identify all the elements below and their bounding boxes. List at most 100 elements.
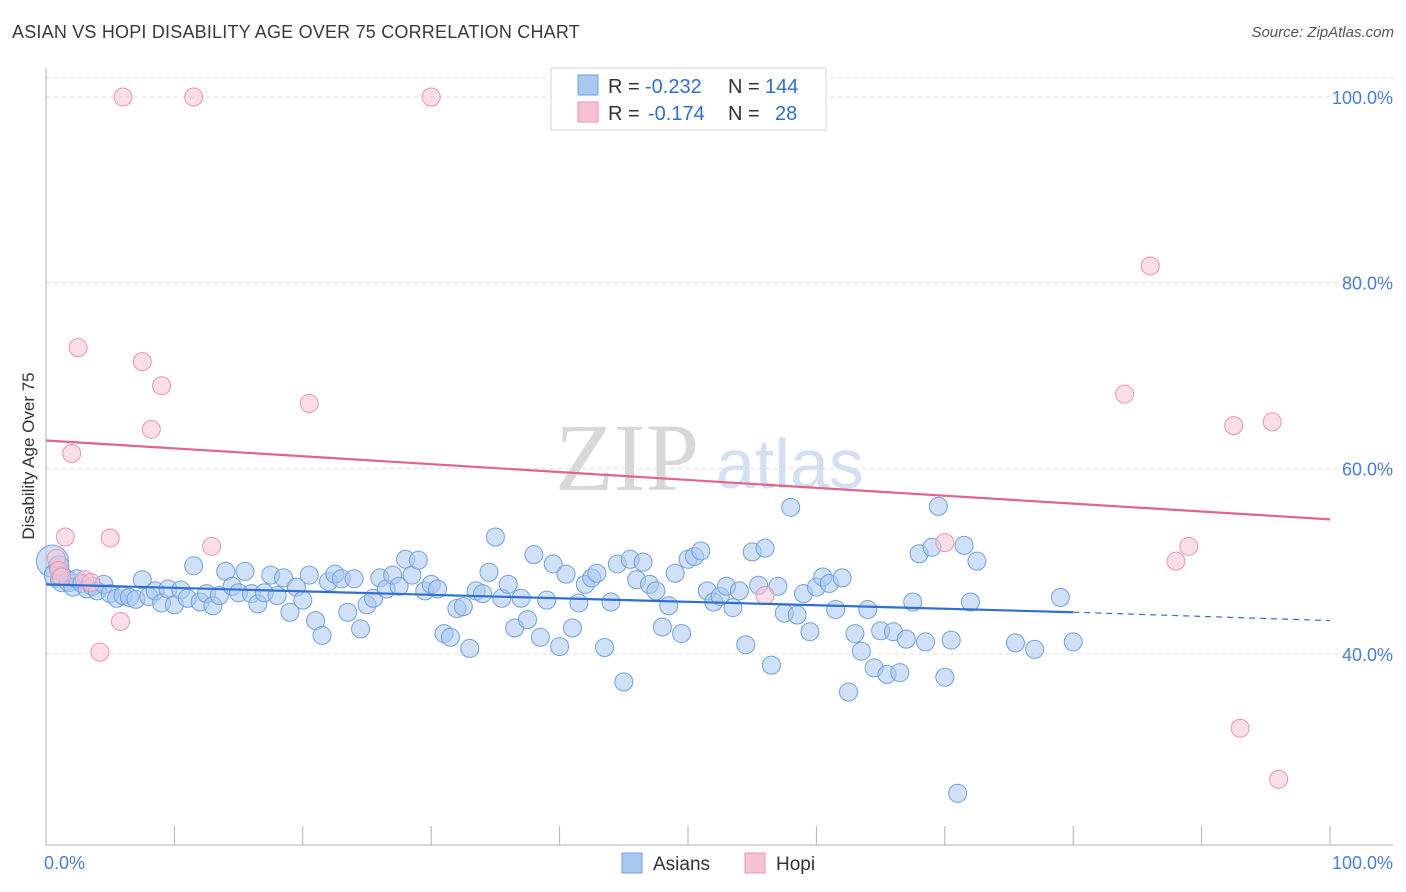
hopi-point [132,352,152,372]
asian-point [729,581,749,601]
asian-point [736,635,756,655]
asian-points [35,496,1083,803]
y-tick-labels: 40.0% 60.0% 80.0% 100.0% [1332,88,1393,665]
bottom-legend: Asians Hopi [621,852,815,875]
chart-title: ASIAN VS HOPI DISABILITY AGE OVER 75 COR… [12,22,580,42]
x-tick-label-end: 100.0% [1332,853,1393,873]
asian-point [473,584,493,604]
asian-point [299,565,319,585]
asian-point [235,561,255,581]
hopi-point [113,87,133,107]
asian-point [896,629,916,649]
asian-point [184,556,204,576]
bottom-legend-swatch-asian [621,852,643,874]
x-tick-label-start: 0.0% [44,853,85,873]
legend-swatch-hopi [577,101,599,123]
y-tick-label: 80.0% [1342,274,1393,294]
asian-point [691,541,711,561]
asian-point [543,554,563,574]
y-tick-label: 40.0% [1342,645,1393,665]
asian-point [209,586,229,606]
asian-point [274,568,294,588]
legend-asian-r-value: -0.232 [645,76,702,98]
hopi-point [51,567,71,587]
asian-point [761,655,781,675]
asian-point [267,586,287,606]
hopi-point [184,87,204,107]
asian-point [338,602,358,622]
hopi-point [1166,551,1186,571]
asian-point [659,596,679,616]
y-axis-title: Disability Age Over 75 [19,372,38,539]
asian-point [967,551,987,571]
asian-point [293,590,313,610]
asian-point [408,550,428,570]
bottom-legend-hopi-label: Hopi [776,854,815,875]
bottom-legend-swatch-hopi [744,852,766,874]
asian-point [569,593,589,613]
asian-point [723,598,743,618]
hopi-point [1224,416,1244,436]
hopi-point [935,533,955,553]
asian-point [665,563,685,583]
legend-hopi-r-label: R = [608,103,640,125]
hopi-point [100,528,120,548]
asian-point [826,599,846,619]
asian-point [562,618,582,638]
axes [45,68,1393,846]
asian-point [1063,632,1083,652]
hopi-point [755,586,775,606]
asian-point [453,597,473,617]
asian-point [916,632,936,652]
trend-lines [45,439,1331,622]
top-legend: R = -0.232 N = 144 R = -0.174 N = 28 [550,67,827,131]
asian-point [587,563,607,583]
asian-trend-extension [1073,611,1331,622]
asian-point [755,538,775,558]
asian-point [556,564,576,584]
asian-point [132,570,152,590]
asian-point [646,581,666,601]
asian-point [672,624,692,644]
asian-point [890,663,910,683]
hopi-point [202,536,222,556]
asian-point [601,592,621,612]
asian-point [460,638,480,658]
asian-point [351,619,371,639]
asian-point [595,638,615,658]
legend-hopi-n-label: N = [728,103,760,125]
asian-point [1025,639,1045,659]
hopi-point [110,612,130,632]
asian-point [530,627,550,647]
hopi-point [1269,769,1289,789]
asian-point [550,637,570,657]
hopi-point [1140,256,1160,276]
asian-point [1005,633,1025,653]
legend-asian-n-value: 144 [765,76,798,98]
asian-point [948,783,968,803]
legend-asian-r-label: R = [608,76,640,98]
asian-point [537,590,557,610]
asian-point [768,576,788,596]
asian-point [479,562,499,582]
legend-asian-n-label: N = [728,76,760,98]
hopi-point [68,338,88,358]
hopi-point [299,393,319,413]
legend-hopi-r-value: -0.174 [648,103,705,125]
asian-point [344,569,364,589]
hopi-point [421,87,441,107]
asian-point [652,617,672,637]
asian-point [312,625,332,645]
asian-point [280,602,300,622]
hopi-point [55,527,75,547]
asian-point [633,552,653,572]
hopi-point [1179,536,1199,556]
asian-point [498,574,518,594]
hopi-points [46,87,1289,789]
hopi-point [90,642,110,662]
hopi-point [1262,412,1282,432]
watermark-zip: ZIP [555,404,699,511]
source-label: Source: ZipAtlas.com [1251,24,1394,41]
asian-point [389,576,409,596]
